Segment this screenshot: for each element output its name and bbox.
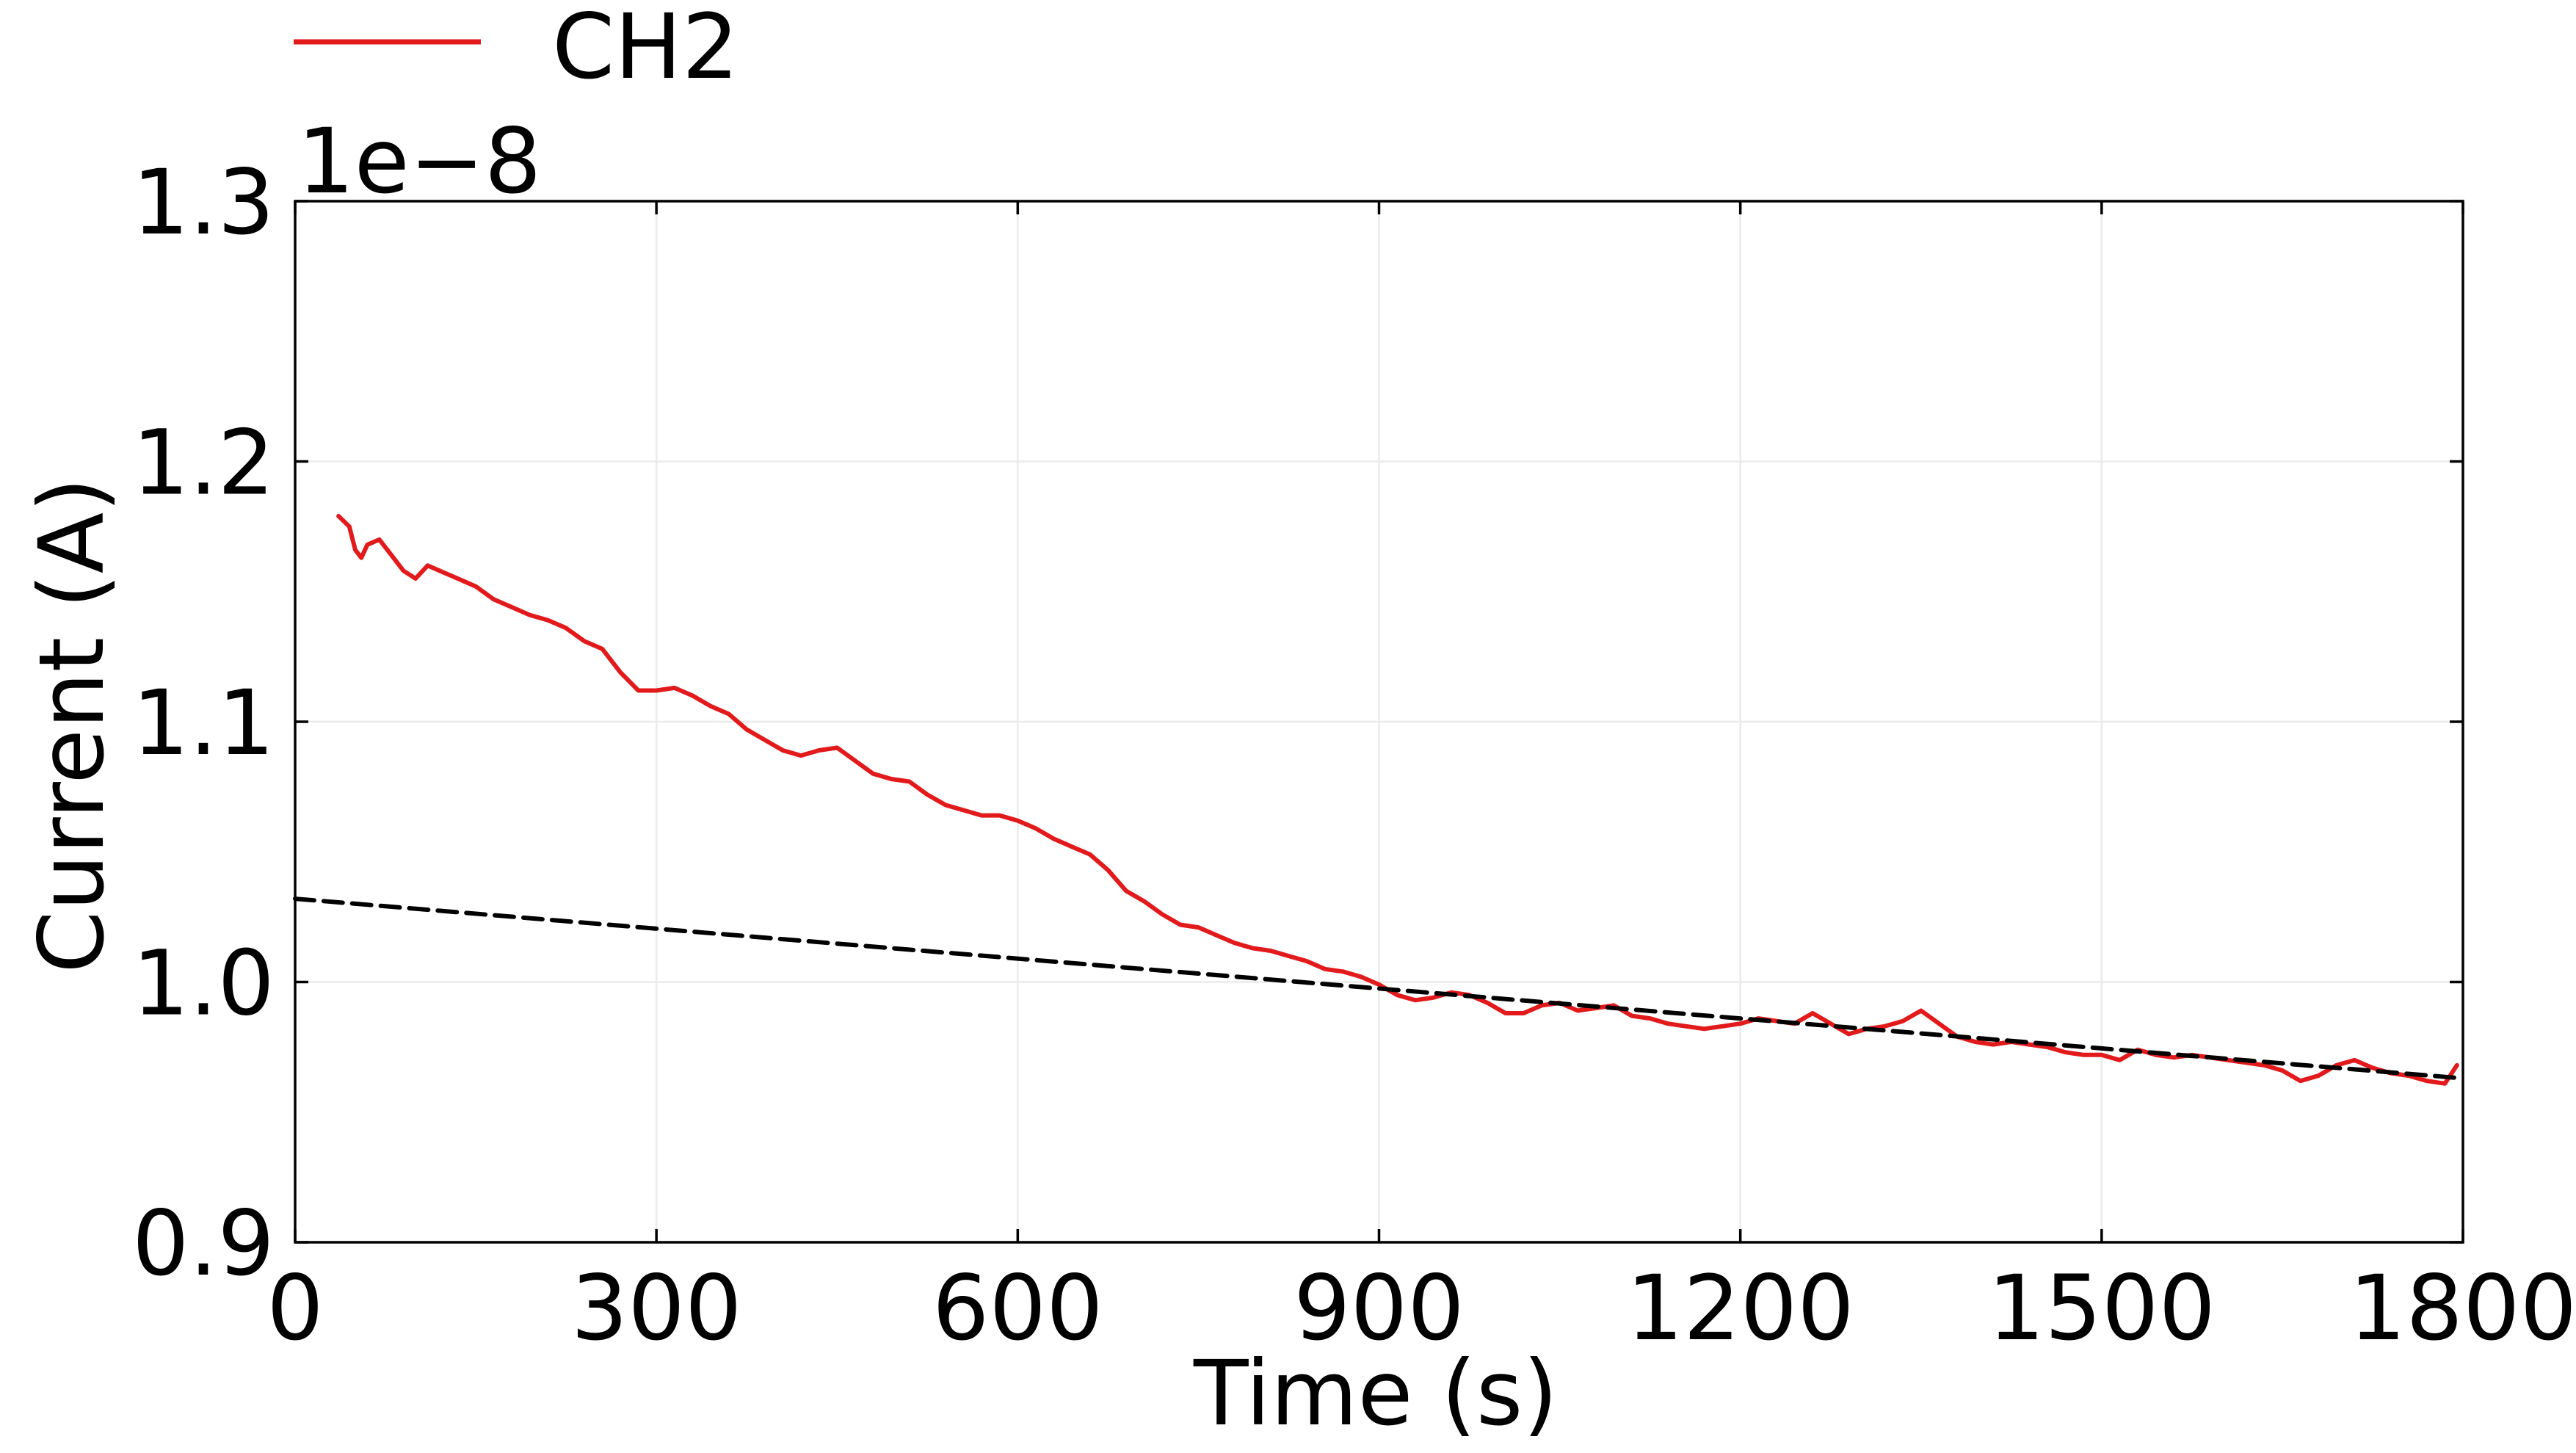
- series-layer: [293, 513, 2465, 1086]
- ticks: 0 300 600 900 1200 1500 1800 0.9 1.0 1.1 1.2 1.3: [132, 151, 2576, 1360]
- legend: CH2: [294, 0, 739, 99]
- x-tick-label: 600: [932, 1256, 1103, 1360]
- y-axis-label: Current (A): [20, 477, 124, 974]
- grid-lines: [294, 200, 2464, 1244]
- x-tick-label: 1200: [1626, 1256, 1854, 1360]
- x-axis-label: Time (s): [1193, 1341, 1558, 1446]
- series-line-fit: [293, 896, 2465, 1081]
- y-tick-label: 1.1: [132, 671, 275, 775]
- legend-label-ch2: CH2: [552, 0, 739, 99]
- y-tick-label: 1.3: [132, 151, 275, 255]
- series-line-ch2: [336, 513, 2459, 1086]
- y-scale-label: 1e−8: [297, 109, 542, 214]
- y-tick-label: 1.2: [132, 411, 275, 515]
- x-tick-label: 900: [1294, 1256, 1465, 1360]
- x-tick-label: 1800: [2349, 1256, 2576, 1360]
- y-tick-label: 0.9: [132, 1192, 275, 1296]
- x-tick-label: 300: [571, 1256, 742, 1360]
- y-tick-label: 1.0: [132, 932, 275, 1036]
- x-tick-label: 1500: [1988, 1256, 2216, 1360]
- x-tick-label: 0: [266, 1256, 324, 1360]
